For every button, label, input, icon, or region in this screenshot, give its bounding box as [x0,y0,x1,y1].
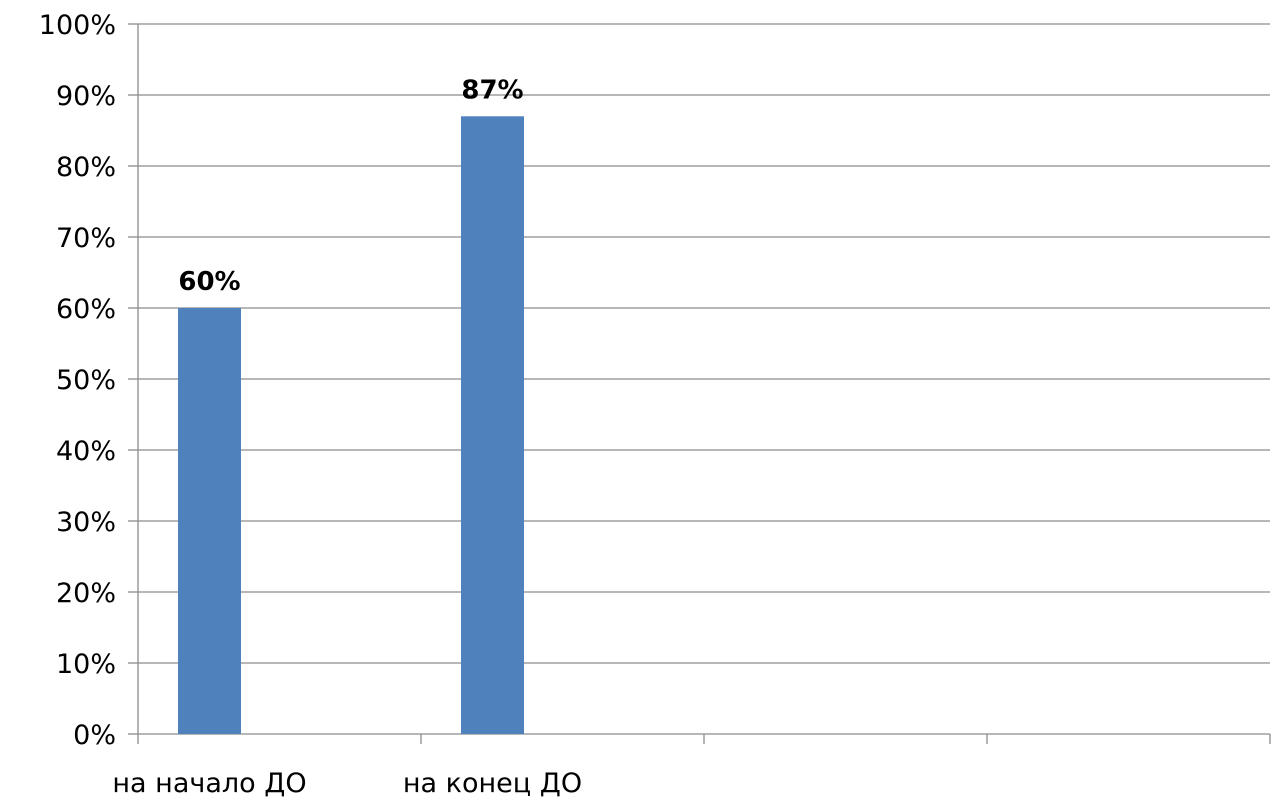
y-tick-label: 60% [56,294,116,325]
x-axis-category-labels: на начало ДО на конец ДО [112,768,582,799]
y-tick-label: 10% [56,649,116,680]
x-category-label: на конец ДО [403,768,582,799]
axes [128,23,1271,744]
bars [178,116,524,735]
y-tick-label: 100% [39,10,116,41]
y-tick-label: 80% [56,152,116,183]
data-label: 87% [461,75,523,105]
bar [461,116,524,735]
y-tick-label: 20% [56,578,116,609]
data-label: 60% [178,267,240,297]
y-tick-label: 90% [56,81,116,112]
x-category-label: на начало ДО [112,768,306,799]
y-axis-tick-labels: 0% 10% 20% 30% 40% 50% 60% 70% 80% 90% 100% [39,10,116,751]
y-tick-label: 0% [73,720,116,751]
data-labels: 60% 87% [178,75,523,297]
y-tick-label: 50% [56,365,116,396]
y-tick-label: 70% [56,223,116,254]
y-tick-label: 40% [56,436,116,467]
y-tick-label: 30% [56,507,116,538]
bar [178,308,241,734]
gridlines [138,23,1270,664]
